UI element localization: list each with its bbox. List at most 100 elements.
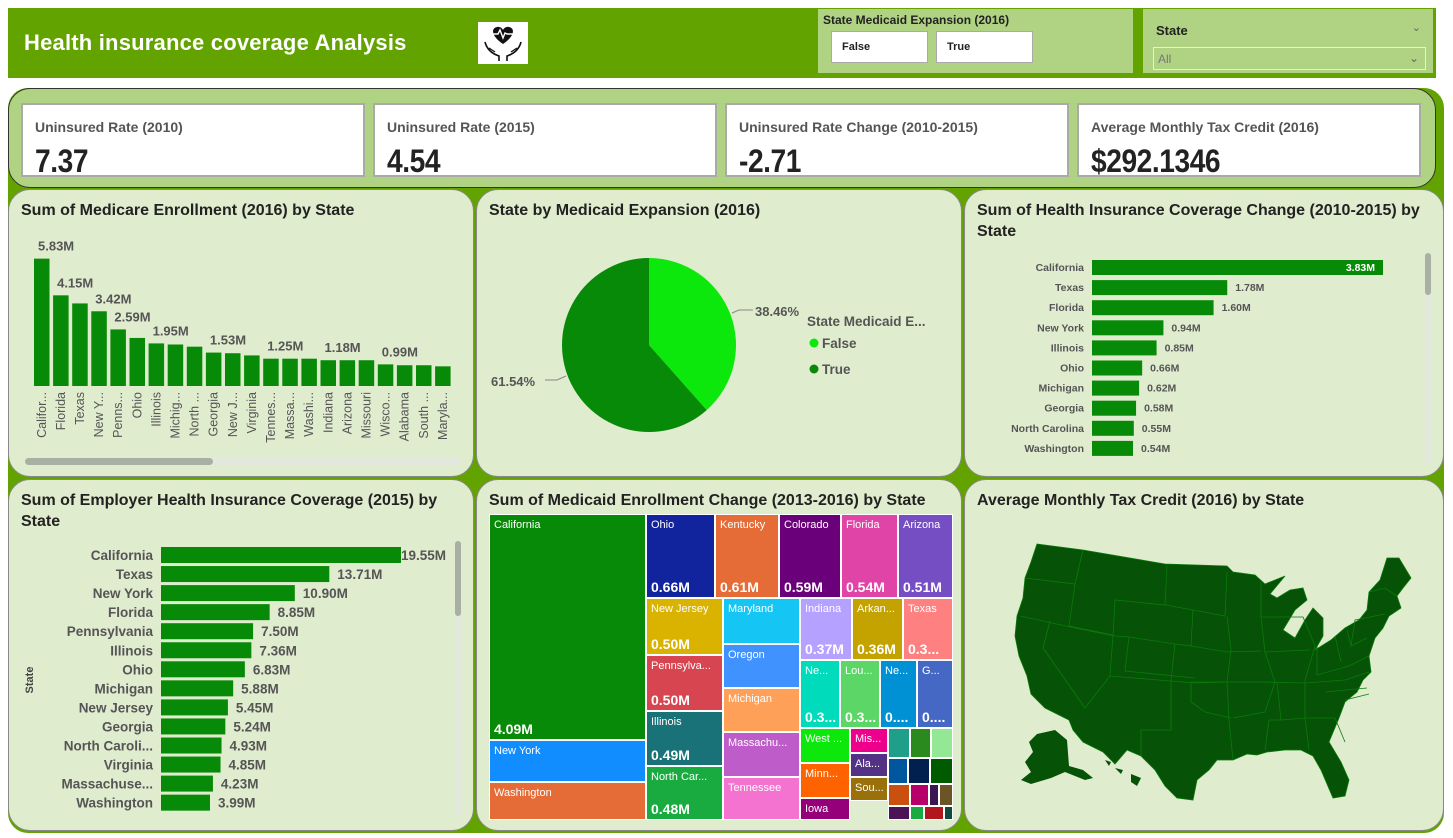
bar[interactable] bbox=[377, 364, 394, 386]
treemap-cell[interactable] bbox=[888, 758, 908, 784]
bar[interactable] bbox=[161, 642, 252, 659]
bar[interactable] bbox=[161, 661, 245, 678]
treemap-cell[interactable]: Ne... 0.3... bbox=[800, 660, 840, 728]
bar[interactable] bbox=[161, 547, 401, 563]
bar[interactable] bbox=[320, 360, 337, 386]
bar[interactable] bbox=[1092, 300, 1214, 316]
bar[interactable] bbox=[1092, 400, 1137, 416]
legend-item-false[interactable]: False bbox=[822, 336, 857, 351]
bar[interactable] bbox=[161, 699, 228, 716]
treemap-cell[interactable]: Tennessee bbox=[723, 777, 800, 820]
treemap-cell[interactable]: New Jersey 0.50M bbox=[646, 598, 723, 655]
treemap-cell[interactable] bbox=[888, 806, 910, 820]
bar[interactable] bbox=[34, 258, 50, 386]
bar[interactable] bbox=[129, 337, 146, 386]
bar[interactable] bbox=[225, 353, 241, 386]
bar[interactable] bbox=[301, 358, 317, 386]
treemap-cell[interactable]: Colorado 0.59M bbox=[779, 514, 841, 598]
treemap-cell[interactable] bbox=[888, 784, 910, 806]
treemap-cell[interactable]: Ohio 0.66M bbox=[646, 514, 715, 598]
treemap-cell[interactable]: Ala... bbox=[850, 753, 888, 777]
bar[interactable] bbox=[339, 360, 356, 386]
bar[interactable] bbox=[1092, 360, 1143, 376]
bar[interactable] bbox=[205, 352, 222, 386]
scrollbar-thumb[interactable] bbox=[25, 458, 213, 465]
bar[interactable] bbox=[161, 794, 210, 811]
scrollbar-thumb[interactable] bbox=[455, 541, 461, 616]
treemap-cell[interactable]: Sou... bbox=[850, 777, 888, 801]
bar[interactable] bbox=[161, 604, 270, 621]
bar[interactable] bbox=[1092, 260, 1383, 275]
treemap-cell[interactable] bbox=[910, 784, 929, 806]
legend-item-true[interactable]: True bbox=[822, 362, 851, 377]
treemap-cell[interactable]: Illinois 0.49M bbox=[646, 711, 723, 766]
bar[interactable] bbox=[358, 360, 375, 386]
bar[interactable] bbox=[161, 680, 234, 697]
treemap-cell[interactable]: New York bbox=[489, 740, 646, 782]
treemap-cell[interactable]: Michigan bbox=[723, 688, 800, 732]
chevron-down-icon[interactable]: ⌄ bbox=[1411, 21, 1421, 34]
bar[interactable] bbox=[161, 718, 226, 735]
treemap-cell[interactable] bbox=[908, 758, 930, 784]
treemap-cell[interactable]: Massachu... bbox=[723, 732, 800, 777]
bar[interactable] bbox=[244, 355, 260, 386]
bar[interactable] bbox=[161, 756, 221, 773]
treemap-cell[interactable]: Maryland bbox=[723, 598, 800, 644]
treemap-cell[interactable]: Iowa bbox=[800, 798, 850, 820]
treemap-cell[interactable] bbox=[944, 806, 953, 820]
bar[interactable] bbox=[167, 344, 184, 386]
treemap-cell[interactable]: Florida 0.54M bbox=[841, 514, 898, 598]
treemap-cell[interactable]: Mis... bbox=[850, 728, 888, 753]
treemap-cell[interactable]: Pennsylva... 0.50M bbox=[646, 655, 723, 711]
bar[interactable] bbox=[1092, 380, 1140, 396]
vertical-scrollbar[interactable] bbox=[1425, 253, 1431, 463]
bar[interactable] bbox=[282, 358, 298, 386]
horizontal-scrollbar[interactable] bbox=[25, 458, 461, 465]
bar[interactable] bbox=[416, 365, 432, 386]
bar[interactable] bbox=[1092, 440, 1134, 456]
treemap-cell[interactable] bbox=[910, 806, 924, 820]
treemap-cell[interactable]: Minn... bbox=[800, 763, 850, 798]
bar[interactable] bbox=[435, 366, 451, 386]
treemap-cell[interactable]: G... 0.... bbox=[917, 660, 953, 728]
bar[interactable] bbox=[186, 346, 203, 386]
treemap-cell[interactable]: Washington bbox=[489, 782, 646, 820]
treemap-cell[interactable]: Indiana 0.37M bbox=[800, 598, 852, 660]
treemap-cell[interactable]: Lou... 0.3... bbox=[840, 660, 880, 728]
bar[interactable] bbox=[110, 329, 126, 386]
bar[interactable] bbox=[161, 623, 254, 640]
pie-slice-false[interactable] bbox=[649, 258, 736, 411]
bar[interactable] bbox=[161, 737, 222, 754]
treemap-cell[interactable]: Arizona 0.51M bbox=[898, 514, 953, 598]
vertical-scrollbar[interactable] bbox=[455, 541, 461, 816]
bar[interactable] bbox=[1092, 280, 1228, 296]
bar[interactable] bbox=[148, 343, 165, 386]
bar[interactable] bbox=[72, 303, 88, 386]
treemap-cell[interactable]: Oregon bbox=[723, 644, 800, 688]
treemap-cell[interactable]: Texas 0.3... bbox=[903, 598, 953, 660]
treemap-cell[interactable] bbox=[910, 728, 931, 758]
treemap-cell[interactable] bbox=[939, 784, 953, 806]
treemap-cell[interactable] bbox=[930, 758, 953, 784]
treemap-cell[interactable]: Ne... 0.... bbox=[880, 660, 917, 728]
bar[interactable] bbox=[161, 566, 330, 583]
bar[interactable] bbox=[1092, 420, 1134, 436]
treemap-cell[interactable]: Kentucky 0.61M bbox=[715, 514, 779, 598]
treemap-cell[interactable]: Arkan... 0.36M bbox=[852, 598, 903, 660]
treemap-cell[interactable] bbox=[888, 728, 910, 758]
slicer-option-true[interactable]: True bbox=[936, 31, 1033, 63]
bar[interactable] bbox=[1092, 340, 1157, 356]
bar[interactable] bbox=[263, 358, 279, 386]
treemap-cell[interactable]: California 4.09M bbox=[489, 514, 646, 740]
treemap-cell[interactable] bbox=[931, 728, 953, 758]
bar[interactable] bbox=[1092, 320, 1164, 336]
slicer-option-false[interactable]: False bbox=[831, 31, 928, 63]
bar[interactable] bbox=[161, 775, 213, 792]
scrollbar-thumb[interactable] bbox=[1425, 253, 1431, 295]
bar[interactable] bbox=[91, 311, 107, 386]
bar[interactable] bbox=[161, 585, 295, 602]
treemap-cell[interactable]: West ... bbox=[800, 728, 850, 763]
us-map[interactable] bbox=[965, 480, 1444, 831]
state-dropdown[interactable]: All ⌄ bbox=[1153, 47, 1426, 70]
treemap-cell[interactable] bbox=[929, 784, 939, 806]
